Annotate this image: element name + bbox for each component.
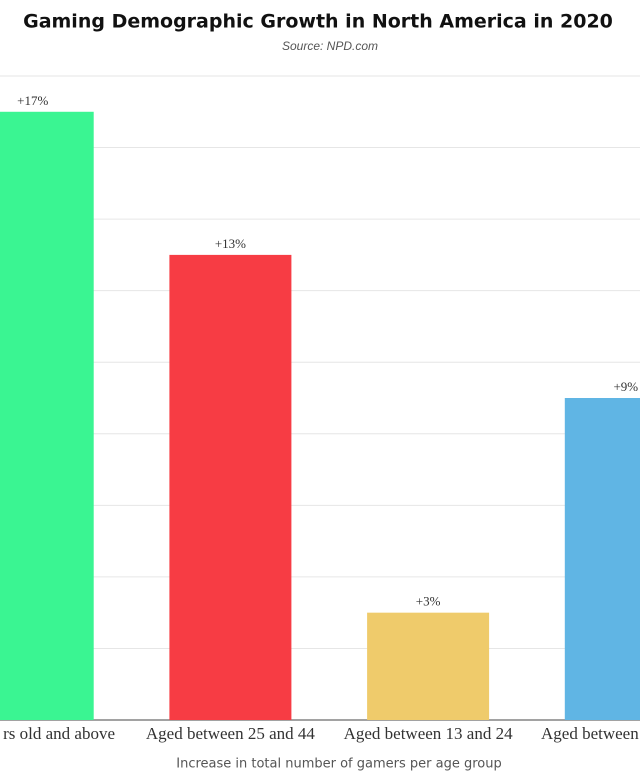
- value-label: +9%: [613, 379, 638, 394]
- value-label: +13%: [215, 236, 246, 251]
- value-label: +17%: [17, 93, 48, 108]
- chart-title: Gaming Demographic Growth in North Ameri…: [23, 11, 613, 33]
- x-axis-label: Increase in total number of gamers per a…: [176, 757, 501, 772]
- value-label: +3%: [416, 594, 441, 609]
- bar: [0, 111, 94, 721]
- x-tick-label: rs old and above: [3, 724, 115, 743]
- chart-subtitle: Source: NPD.com: [282, 39, 378, 53]
- bar: [169, 254, 292, 720]
- x-tick-label: Aged between: [541, 724, 639, 743]
- x-tick-label: Aged between 13 and 24: [344, 724, 514, 743]
- bar: [367, 612, 490, 720]
- x-tick-label: Aged between 25 and 44: [146, 724, 316, 743]
- bar: [564, 398, 640, 720]
